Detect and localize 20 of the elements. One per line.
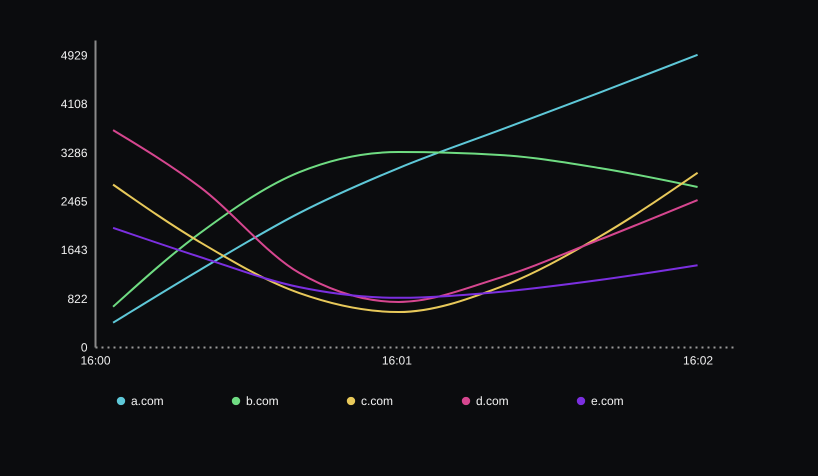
y-tick-label: 1643 — [60, 243, 88, 258]
x-tick-label: 16:01 — [382, 354, 412, 368]
line-series — [112, 151, 699, 308]
y-tick-label: 3286 — [60, 146, 88, 160]
line-series — [112, 226, 699, 299]
y-tick-label: 822 — [67, 292, 88, 306]
y-tick-label: 0 — [80, 340, 88, 354]
y-tick-label: 4108 — [60, 97, 88, 112]
legend-label: a.com — [131, 394, 164, 408]
y-tick-label: 4929 — [60, 48, 88, 62]
line-series — [112, 54, 699, 324]
legend-label: d.com — [476, 394, 509, 408]
legend-label: e.com — [591, 394, 624, 408]
legend-label: c.com — [361, 394, 394, 408]
y-tick-label: 2465 — [60, 194, 88, 208]
line-series — [112, 129, 699, 303]
x-tick-label: 16:00 — [80, 354, 111, 368]
legend-label: b.com — [246, 394, 279, 408]
line-series — [112, 172, 699, 314]
x-tick-label: 16:02 — [683, 354, 714, 368]
